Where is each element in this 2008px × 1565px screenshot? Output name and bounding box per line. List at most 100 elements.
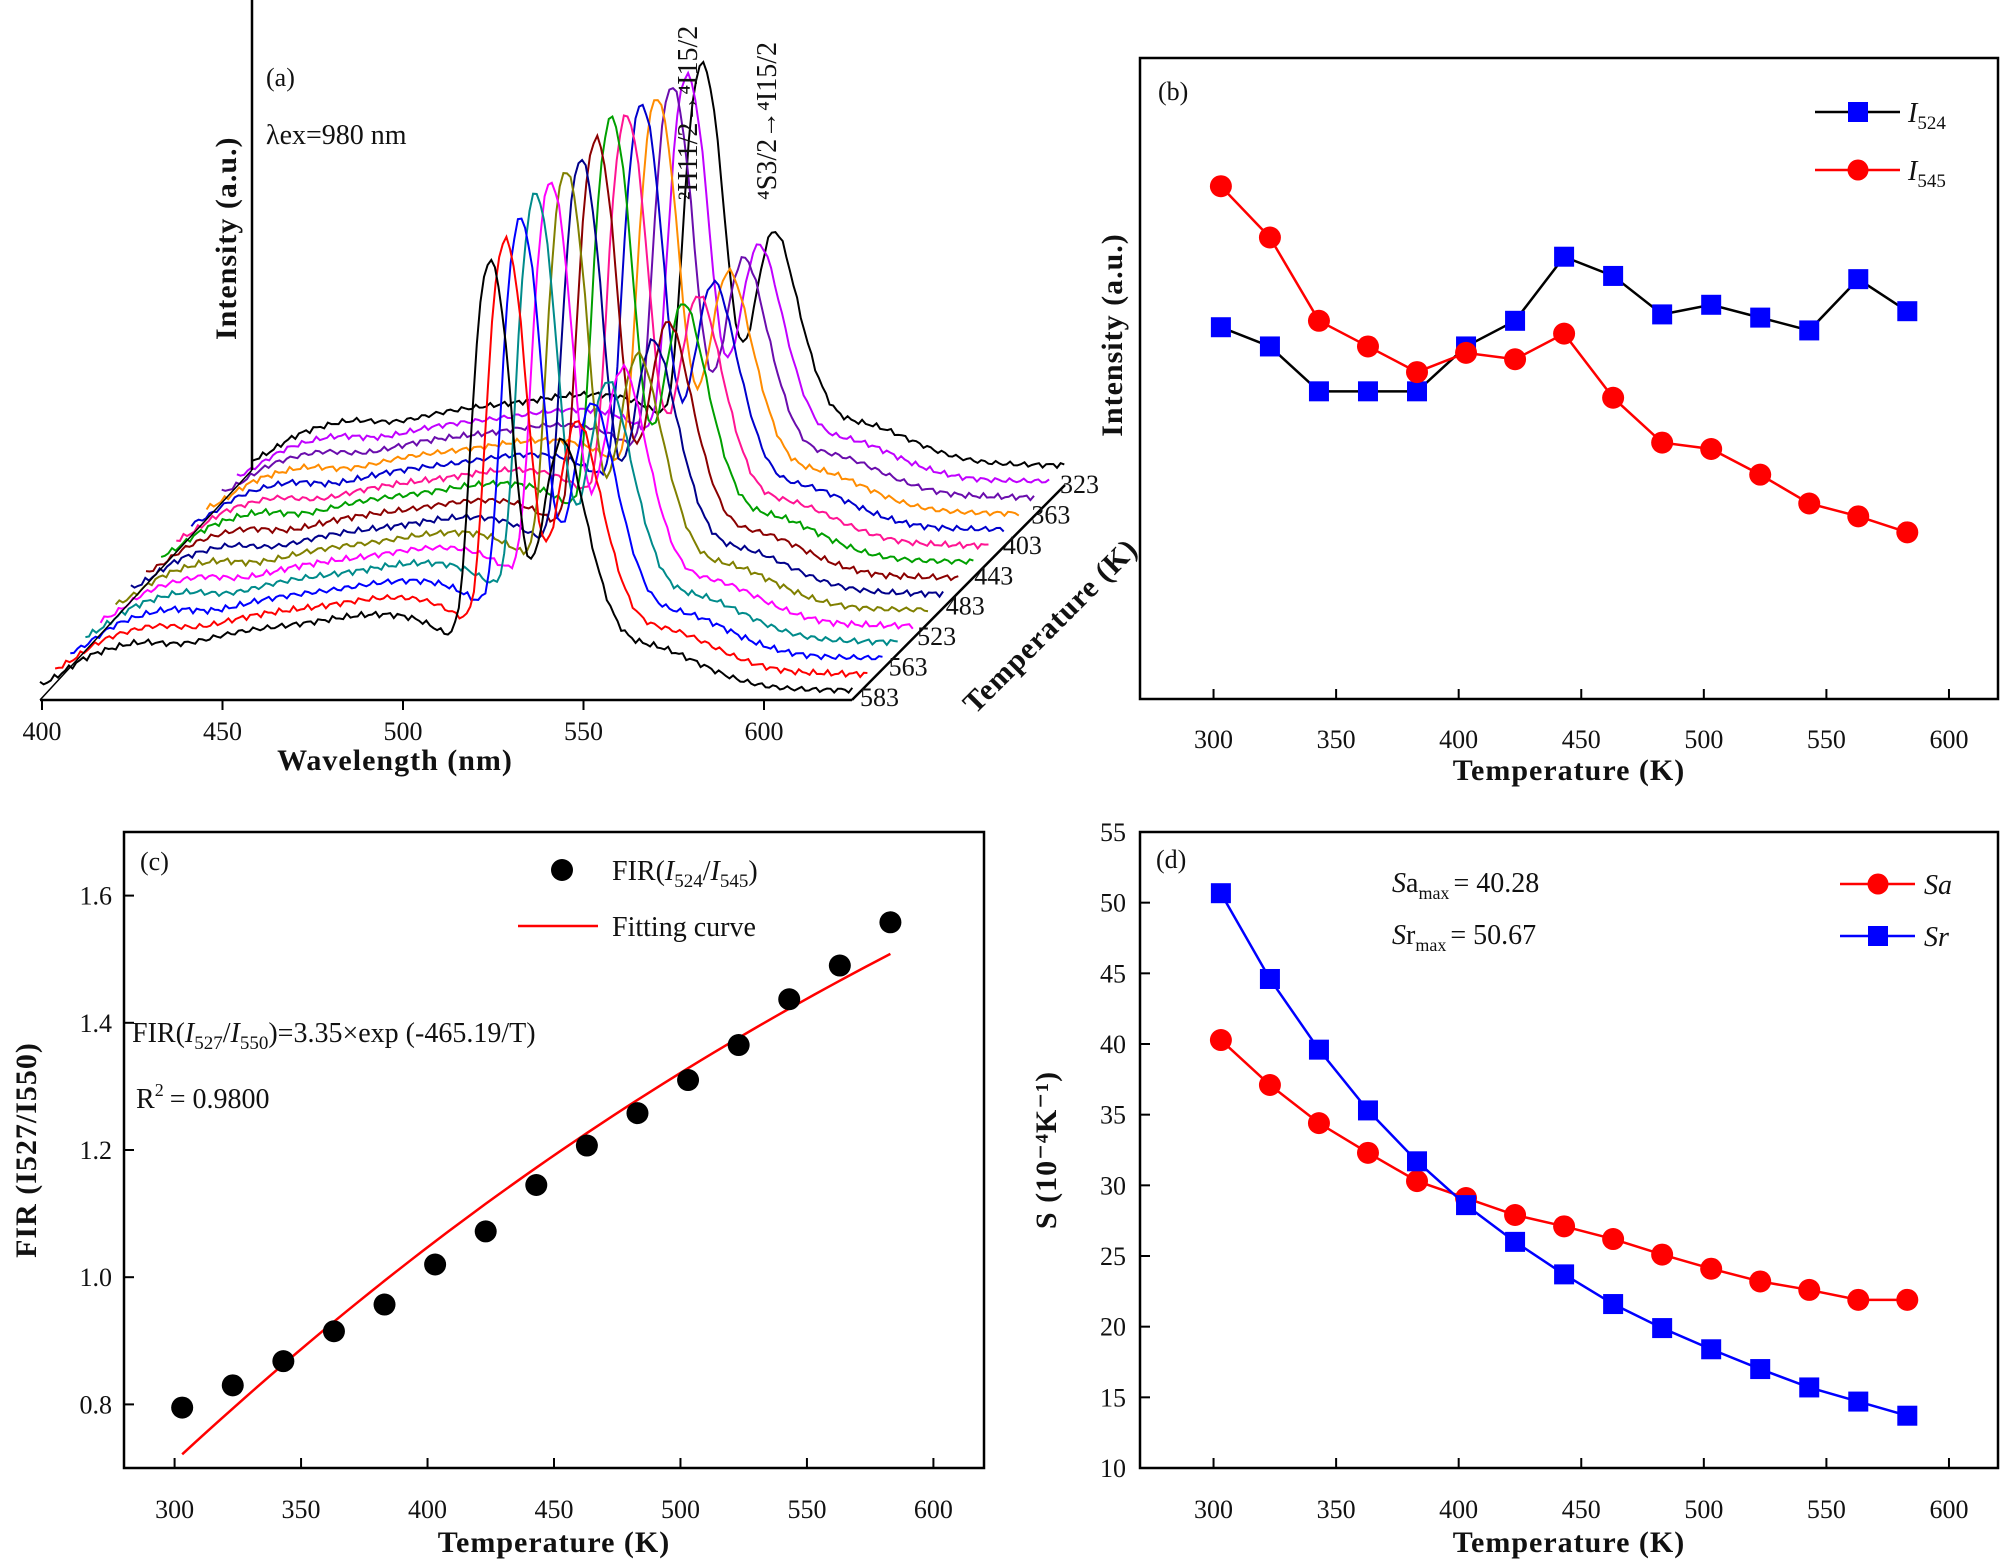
- legend-i524-name: I: [1907, 98, 1919, 129]
- x-tick-label: 450: [1562, 1495, 1601, 1524]
- x-tick-label: 500: [1684, 725, 1723, 754]
- y-tick-label: 55: [1100, 818, 1126, 847]
- spectrum-343-k: [70, 217, 883, 661]
- data-point-fir: [727, 1034, 750, 1057]
- data-point-sr: [1750, 1359, 1771, 1380]
- x-tick-label: 450: [535, 1495, 574, 1524]
- data-point-sr: [1308, 1039, 1329, 1060]
- data-point-i524: [1750, 307, 1771, 328]
- data-point-fir: [373, 1293, 396, 1316]
- legend-marker-i524: [1848, 102, 1868, 122]
- data-point-fir: [474, 1220, 497, 1243]
- x-tick-label: 400: [1439, 1495, 1478, 1524]
- data-point-sr: [1456, 1195, 1477, 1216]
- panel-a-transition-s: ⁴S3/2→⁴I15/2: [752, 42, 783, 200]
- data-point-sr: [1357, 1100, 1378, 1121]
- x-tick-label: 300: [155, 1495, 194, 1524]
- y-tick-label: 15: [1100, 1383, 1126, 1412]
- data-point-fir: [322, 1320, 345, 1343]
- legend-i524-sub: 524: [1917, 113, 1946, 134]
- data-point-fir: [677, 1069, 700, 1092]
- x-tick-label: 550: [564, 717, 603, 746]
- data-point-i545: [1209, 175, 1232, 198]
- data-point-sr: [1603, 1294, 1624, 1315]
- panel-a-wavelength-ticks: 400 450 500 550 600: [23, 700, 784, 746]
- data-point-i545: [1356, 335, 1379, 358]
- y-tick-label: 1.4: [80, 1009, 113, 1038]
- data-point-i524: [1554, 246, 1575, 267]
- data-point-sa: [1553, 1215, 1576, 1238]
- data-point-i545: [1553, 322, 1576, 345]
- data-point-sr: [1701, 1339, 1722, 1360]
- panel-c-ylabel: FIR (I527/I550): [10, 1042, 43, 1258]
- panel-a-back-edge: [39, 469, 253, 701]
- x-tick-label: 500: [661, 1495, 700, 1524]
- x-tick-label: 350: [1317, 725, 1356, 754]
- data-point-i524: [1259, 336, 1280, 357]
- data-point-sr: [1652, 1318, 1673, 1339]
- spectrum-363-k: [85, 192, 898, 647]
- x-tick-label: 450: [1562, 725, 1601, 754]
- legend-label-sa: Sa: [1924, 870, 1952, 901]
- data-point-sa: [1602, 1228, 1625, 1251]
- data-point-sa: [1504, 1204, 1527, 1227]
- panel-b-intensity: 300 350 400 450 500 550 600 (b) Temperature (K…: [1096, 56, 2000, 787]
- panel-b-series: [1209, 175, 1919, 544]
- legend-fir-prefix: FIR(: [612, 856, 665, 887]
- legend-label-fit: Fitting curve: [612, 912, 756, 943]
- data-point-sr: [1505, 1231, 1526, 1252]
- panel-b-x-ticks: 300 350 400 450 500 550 600: [1194, 689, 1968, 754]
- data-point-i545: [1504, 348, 1527, 371]
- x-tick-label: 350: [1317, 1495, 1356, 1524]
- panel-a-ylabel: Intensity (a.u.): [210, 136, 243, 340]
- panel-b-label: (b): [1158, 77, 1188, 106]
- panel-d-sensitivity: 300 350 400 450 500 550 600 10 15 20 25 30 35 40 45 50…: [1030, 818, 2000, 1559]
- data-point-i545: [1749, 463, 1772, 486]
- data-point-fir: [525, 1173, 548, 1196]
- y-tick-label: 20: [1100, 1313, 1126, 1342]
- data-point-i524: [1848, 269, 1869, 290]
- legend-i545-sub: 545: [1917, 171, 1946, 192]
- z-tick-label: 363: [1031, 500, 1070, 529]
- data-point-sa: [1307, 1112, 1330, 1135]
- y-tick-label: 35: [1100, 1101, 1126, 1130]
- panel-a-temperature-axis: [851, 484, 1066, 701]
- legend-fir-sub2: 545: [720, 871, 749, 892]
- panel-d-series: [1209, 883, 1919, 1426]
- panel-d-y-ticks: 10 15 20 25 30 35 40 45 50 55: [1100, 818, 1150, 1483]
- x-tick-label: 600: [745, 717, 784, 746]
- data-point-fir: [778, 988, 801, 1011]
- y-tick-label: 50: [1100, 889, 1126, 918]
- data-point-i545: [1307, 309, 1330, 332]
- x-tick-label: 300: [1194, 725, 1233, 754]
- panel-b-ylabel: Intensity (a.u.): [1096, 233, 1129, 437]
- data-point-sa: [1258, 1073, 1281, 1096]
- panel-d-x-ticks: 300 350 400 450 500 550 600: [1194, 1458, 1968, 1524]
- data-point-i545: [1651, 431, 1674, 454]
- panel-c-r2: R2 = 0.9800: [136, 1080, 269, 1115]
- panel-d-frame: [1138, 830, 2000, 1470]
- data-point-i524: [1603, 265, 1624, 286]
- panel-c-xlabel: Temperature (K): [438, 1526, 670, 1559]
- data-point-i524: [1357, 381, 1378, 402]
- x-tick-label: 500: [384, 717, 423, 746]
- legend-marker-fir: [551, 859, 573, 881]
- data-point-i545: [1798, 492, 1821, 515]
- x-tick-label: 350: [282, 1495, 321, 1524]
- data-point-sr: [1897, 1405, 1918, 1426]
- x-tick-label: 550: [787, 1495, 826, 1524]
- panel-b-frame: [1138, 56, 2000, 701]
- legend-i545-name: I: [1907, 156, 1919, 187]
- y-tick-label: 40: [1100, 1030, 1126, 1059]
- data-point-sr: [1210, 883, 1231, 904]
- x-tick-label: 400: [408, 1495, 447, 1524]
- spectrum-303-k: [39, 257, 854, 695]
- legend-marker-sr: [1868, 926, 1888, 946]
- data-point-sa: [1847, 1288, 1870, 1311]
- data-point-sa: [1209, 1029, 1232, 1052]
- y-tick-label: 10: [1100, 1454, 1126, 1483]
- panel-c-equation: FIR(I527/I550)=3.35×exp (-465.19/T): [132, 1018, 536, 1054]
- sr-max-value: = 50.67: [1450, 920, 1536, 951]
